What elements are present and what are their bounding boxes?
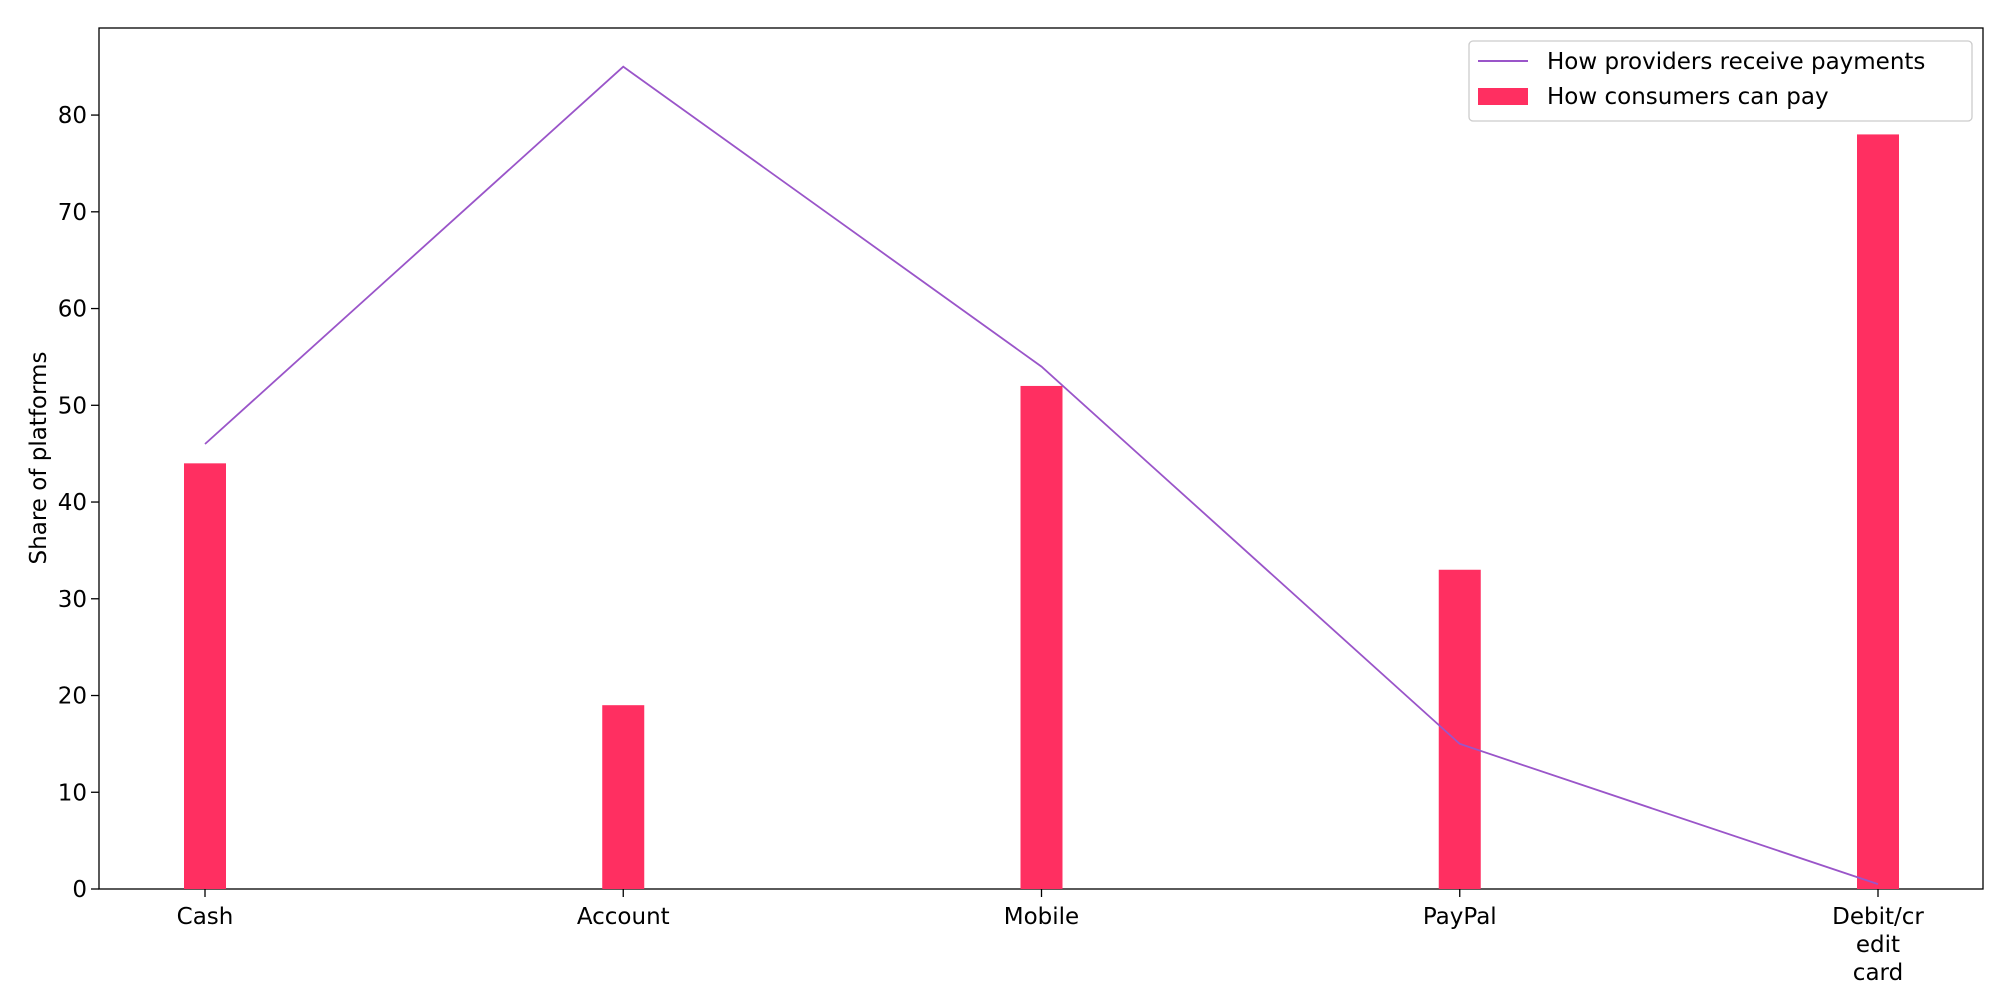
- x-tick-label-0: Cash: [177, 904, 234, 930]
- y-tick-label-8: 80: [58, 103, 87, 129]
- bars-layer: [184, 134, 1899, 890]
- bar-2: [1020, 385, 1063, 889]
- y-tick-label-1: 10: [58, 780, 87, 806]
- y-axis-label: Share of platforms: [26, 352, 52, 565]
- bar-3: [1438, 569, 1481, 889]
- x-tick-label-line: Mobile: [1004, 904, 1079, 930]
- x-tick-label-1: Account: [577, 904, 670, 930]
- line-series-providers: [204, 65, 1879, 886]
- x-tick-label-line: PayPal: [1423, 904, 1497, 930]
- x-tick-label-2: Mobile: [1004, 904, 1079, 930]
- y-tick-label-5: 50: [58, 393, 87, 419]
- x-tick-label-line: edit: [1856, 932, 1900, 958]
- y-tick-label-4: 40: [58, 490, 87, 516]
- legend-label-bar: How consumers can pay: [1547, 84, 1829, 110]
- legend-box: [1468, 40, 1973, 122]
- x-tick-label-line: Cash: [177, 904, 234, 930]
- x-tick-label-line: Debit/cr: [1832, 904, 1924, 930]
- y-tick-label-3: 30: [58, 587, 87, 613]
- y-tick-label-0: 0: [72, 877, 87, 903]
- bar-4: [1857, 134, 1899, 890]
- legend-bar-swatch: [1478, 88, 1528, 105]
- bar-0: [184, 463, 226, 889]
- bar-1: [602, 705, 645, 889]
- x-axis: Cash Account Mobile PayPal Debit/cr edit card: [177, 889, 1924, 986]
- x-tick-label-line: card: [1853, 960, 1903, 986]
- y-tick-label-6: 60: [58, 297, 87, 323]
- x-tick-label-4: Debit/cr edit card: [1832, 904, 1924, 986]
- legend: How providers receive payments How consu…: [1468, 40, 1973, 122]
- legend-label-line: How providers receive payments: [1547, 49, 1925, 75]
- x-tick-label-3: PayPal: [1423, 904, 1497, 930]
- y-tick-label-7: 70: [58, 200, 87, 226]
- y-tick-label-2: 20: [58, 684, 87, 710]
- x-tick-label-line: Account: [577, 904, 670, 930]
- line-layer: [204, 65, 1879, 886]
- y-axis: 0 10 20 30 40 50 60 70 80: [58, 103, 99, 903]
